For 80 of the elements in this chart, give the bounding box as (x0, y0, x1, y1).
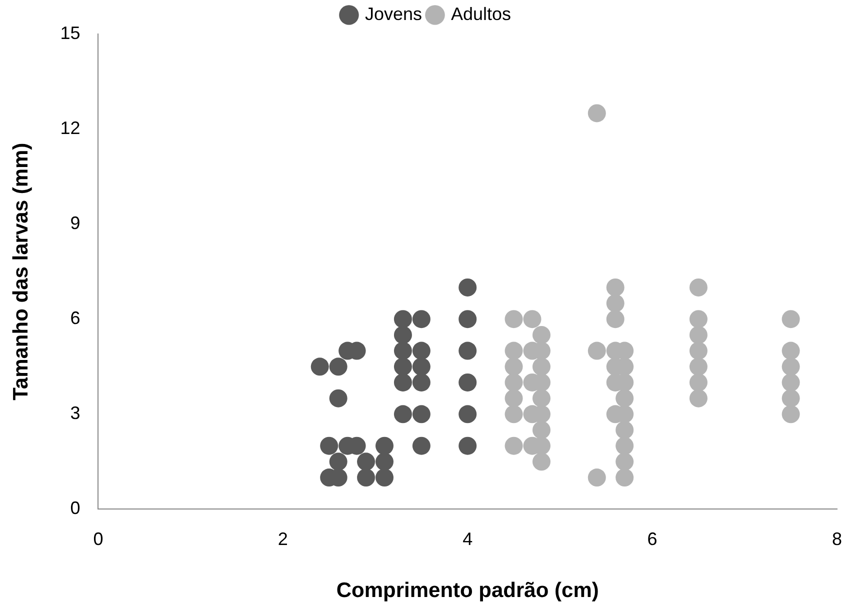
point (689, 310, 708, 328)
x-tick-label: 4 (462, 528, 473, 549)
point (412, 373, 430, 392)
x-axis-title: Comprimento padrão (cm) (336, 579, 599, 602)
legend-label: Adultos (450, 4, 512, 24)
point (689, 278, 708, 296)
point (606, 294, 624, 312)
point (458, 405, 477, 424)
point (458, 310, 477, 328)
x-tick-label: 8 (832, 528, 842, 549)
point (412, 436, 430, 455)
point (458, 373, 477, 392)
point (532, 358, 550, 376)
point (504, 310, 523, 328)
point (329, 389, 348, 408)
point (412, 310, 430, 328)
point (616, 468, 634, 487)
point (394, 342, 412, 360)
point (458, 278, 477, 296)
point (394, 373, 412, 392)
y-tick-label: 12 (60, 118, 80, 138)
point (782, 373, 800, 392)
point (523, 310, 542, 328)
point (504, 389, 523, 408)
point (782, 342, 800, 360)
point (357, 468, 376, 487)
point (689, 326, 708, 344)
point (329, 358, 348, 376)
point (412, 405, 430, 424)
point (689, 373, 708, 392)
point (504, 405, 523, 424)
point (504, 342, 523, 360)
point (588, 104, 606, 122)
point (412, 358, 430, 376)
point (458, 342, 477, 360)
point (689, 358, 708, 376)
y-tick-label: 0 (70, 498, 80, 518)
point (616, 389, 634, 408)
point (375, 468, 394, 487)
point (606, 278, 624, 296)
point (532, 421, 550, 439)
point (532, 326, 550, 344)
point (689, 342, 708, 360)
point (588, 342, 606, 360)
point (412, 342, 430, 360)
point (782, 310, 800, 328)
point (394, 358, 412, 376)
point (616, 452, 634, 471)
point (458, 436, 477, 455)
point (532, 452, 550, 471)
point (689, 389, 708, 408)
x-tick-label: 6 (647, 528, 658, 549)
point (329, 452, 348, 471)
point (782, 358, 800, 376)
legend-label: Jovens (364, 4, 422, 24)
point (357, 452, 376, 471)
point (310, 358, 329, 376)
y-tick-label: 3 (70, 403, 80, 424)
x-tick-label: 0 (93, 528, 104, 549)
point (375, 452, 394, 471)
point (616, 421, 634, 439)
y-tick-label: 15 (60, 22, 80, 43)
point (375, 436, 394, 455)
point (504, 358, 523, 376)
point (588, 468, 606, 487)
x-tick-label: 2 (278, 528, 288, 549)
point (394, 405, 412, 424)
y-tick-label: 9 (70, 213, 80, 234)
point (782, 405, 800, 424)
point (504, 373, 523, 392)
y-axis-title: Tamanho das larvas (mm) (9, 142, 32, 400)
point (504, 436, 523, 455)
point (606, 310, 624, 328)
point (394, 310, 412, 328)
point (532, 389, 550, 408)
point (320, 436, 338, 455)
point (394, 326, 412, 344)
point (782, 389, 800, 408)
point (616, 436, 634, 455)
y-tick-label: 6 (70, 308, 80, 328)
